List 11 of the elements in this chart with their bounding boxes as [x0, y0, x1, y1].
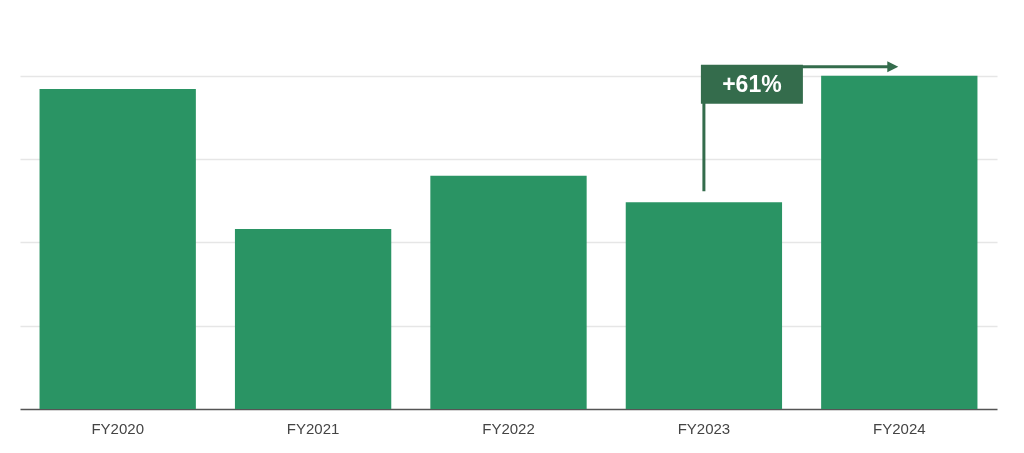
bar	[821, 75, 978, 409]
x-tick-label: FY2024	[873, 419, 926, 437]
x-tick-label: FY2023	[677, 419, 731, 437]
bar	[39, 89, 196, 409]
bar	[234, 229, 392, 409]
annotation: +61%	[722, 70, 782, 97]
x-tick-label: FY2020	[91, 419, 144, 437]
x-tick-label: FY2021	[286, 419, 340, 437]
x-tick-label: FY2022	[482, 419, 535, 437]
bar	[430, 175, 587, 409]
bar	[625, 202, 783, 409]
